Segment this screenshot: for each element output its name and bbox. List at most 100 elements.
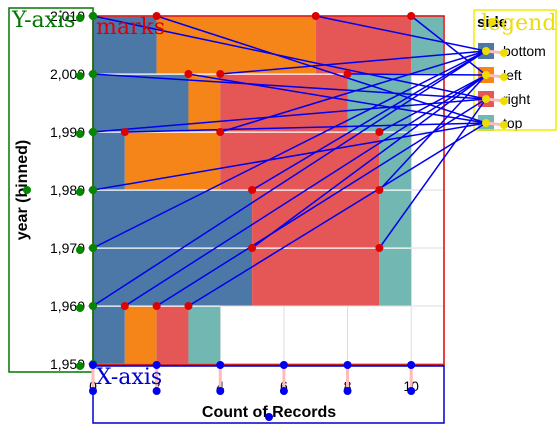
- mark-dot: [216, 70, 225, 78]
- y-tick-label-2000: 2,000: [50, 66, 85, 82]
- bar-1950-bottom: [93, 306, 125, 364]
- x-axis-overlay-label: X-axis: [96, 365, 162, 390]
- legend-box: [473, 9, 557, 131]
- y-tick-label-1950: 1,950: [50, 356, 85, 372]
- y-tick-label-1990: 1,990: [50, 124, 85, 140]
- bar-2000-left: [156, 16, 316, 74]
- x-axis-dot: [279, 361, 288, 369]
- legend-dot: [482, 119, 490, 127]
- annotation-link: [220, 50, 487, 75]
- bar-1960-bottom: [93, 248, 253, 306]
- legend-dot: [500, 73, 508, 81]
- y-axis-dot: [76, 14, 84, 22]
- legend-label-top: top: [503, 115, 523, 131]
- mark-dot: [152, 302, 161, 310]
- annotation-dots: [23, 12, 508, 421]
- x-axis-dot: [216, 387, 225, 395]
- y-axis-title: year (binned): [14, 140, 31, 240]
- annotation-link: [188, 122, 487, 307]
- y-tick-label-1970: 1,970: [50, 240, 85, 256]
- y-tick-label-1980: 1,980: [50, 182, 85, 198]
- mark-dot: [375, 128, 384, 136]
- mark-dot: [248, 186, 257, 194]
- legend-overlay-label: legend: [481, 11, 556, 36]
- bars: [93, 15, 443, 364]
- x-axis-title: Count of Records: [202, 404, 336, 421]
- annotation-link: [92, 98, 487, 133]
- y-tick-label-2010: 2,010: [50, 8, 85, 24]
- annotation-link: [378, 74, 487, 191]
- y-axis-dot: [76, 304, 84, 312]
- legend-label-left: left: [503, 67, 522, 83]
- y-tick-label-1960: 1,960: [50, 298, 85, 314]
- legend-title-dot: [488, 18, 496, 26]
- x-axis-dot: [89, 361, 97, 369]
- annotation-link: [124, 122, 487, 133]
- mark-dot: [343, 70, 352, 78]
- y-axis-dot: [89, 128, 97, 136]
- y-axis-dot: [76, 72, 84, 80]
- y-axis-dot: [76, 246, 84, 254]
- annotation-link: [156, 15, 487, 124]
- y-axis-dot: [76, 188, 84, 196]
- legend-dot: [500, 121, 508, 129]
- bar-1960-right: [252, 248, 380, 306]
- annotation-link: [410, 15, 487, 76]
- y-axis-overlay-label: Y-axis: [11, 8, 75, 33]
- legend-dot: [482, 71, 490, 79]
- legend-dot: [500, 49, 508, 57]
- marks-overlay-label: marks: [96, 15, 165, 40]
- bar-1960-top: [379, 248, 412, 306]
- x-axis-dot: [279, 387, 288, 395]
- mark-dot: [152, 12, 161, 20]
- x-axis-dot: [407, 361, 416, 369]
- bar-1950-top: [188, 306, 221, 364]
- bar-2000-top: [411, 16, 443, 74]
- bar-1980-left: [124, 132, 221, 190]
- bar-2000-bottom: [93, 16, 157, 74]
- annotation-link: [220, 50, 487, 133]
- y-axis: 1,950 1,960 1,970 1,980 1,990 2,000 2,010: [50, 8, 94, 372]
- mark-dot: [311, 12, 320, 20]
- mark-dot: [216, 128, 225, 136]
- y-axis-dot: [89, 70, 97, 78]
- legend-dot: [482, 47, 490, 55]
- y-axis-title-dot: [23, 186, 31, 194]
- y-axis-dot: [89, 302, 97, 310]
- mark-dot: [375, 186, 384, 194]
- bar-1980-bottom: [93, 132, 125, 190]
- annotation-link: [315, 15, 487, 52]
- bar-1950-left: [124, 306, 157, 364]
- legend-dot: [500, 97, 508, 105]
- x-axis-dot: [216, 361, 225, 369]
- y-axis-dot: [89, 186, 97, 194]
- annotation-link: [92, 15, 487, 100]
- x-axis-dot: [343, 387, 352, 395]
- annotation-link: [92, 73, 487, 100]
- mark-dot: [184, 70, 193, 78]
- bar-1990-bottom: [93, 74, 189, 132]
- annotation-link: [188, 73, 487, 124]
- legend-dot: [482, 95, 490, 103]
- x-axis-dot: [343, 361, 352, 369]
- mark-dot: [184, 302, 193, 310]
- mark-dot: [248, 244, 257, 252]
- mark-dot: [120, 302, 129, 310]
- annotation-link: [379, 74, 487, 133]
- y-axis-dot: [89, 12, 97, 20]
- mark-dot: [375, 244, 384, 252]
- annotation-overlay: Y-axis marks legend X-axis: [8, 7, 557, 424]
- annotation-link: [92, 50, 487, 307]
- annotation-links: [91, 15, 505, 391]
- x-axis-title-dot: [265, 413, 273, 421]
- bar-1970-top: [379, 190, 412, 248]
- legend-label-right: right: [503, 91, 530, 107]
- bar-1970-bottom: [93, 190, 253, 248]
- x-axis-dot: [152, 387, 161, 395]
- annotation-link: [92, 122, 487, 191]
- bar-1950-right: [156, 306, 189, 364]
- annotation-link: [92, 50, 487, 249]
- mark-dot: [407, 12, 416, 20]
